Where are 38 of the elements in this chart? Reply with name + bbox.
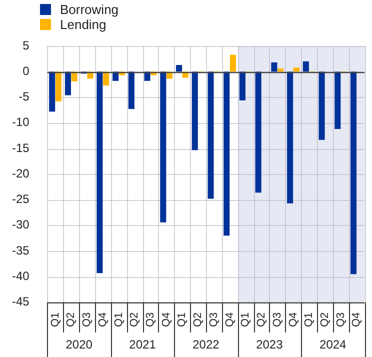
x-tick-label: Q3	[81, 312, 94, 328]
x-tick-label: Q2	[65, 312, 78, 328]
text: 2020	[66, 338, 93, 352]
x-tick-label: Q3	[271, 312, 284, 328]
y-tick-label: -45	[12, 294, 30, 309]
y-tick-label: -30	[12, 218, 30, 232]
text: 2022	[192, 338, 220, 352]
x-tick-label: Q4	[96, 312, 109, 328]
x-tick-label: Q3	[144, 312, 156, 328]
x-tick-label: Q4	[224, 312, 236, 328]
x-tick-label: Q1	[176, 312, 188, 328]
x-tick-label: Q2	[128, 312, 141, 328]
x-tick-label: Q1	[112, 312, 125, 328]
x-tick-label: Q1	[49, 312, 62, 328]
x-tick-label: Q3	[208, 312, 220, 328]
x-tick-label: Q1	[240, 312, 252, 328]
x-tick-label: Q1	[303, 312, 316, 328]
x-tick-label: Q2	[318, 312, 331, 328]
x-tick-label: Q3	[334, 312, 347, 328]
text: 2023	[256, 338, 284, 352]
text: 2021	[129, 338, 156, 352]
legend-label: Lending	[60, 17, 106, 32]
x-tick-label: Q2	[256, 312, 268, 328]
legend-label: Borrowing	[60, 2, 119, 17]
y-tick-label: -40	[12, 269, 30, 284]
y-tick-label: -35	[12, 243, 30, 258]
text: 2024	[320, 338, 347, 352]
x-tick-label: Q4	[160, 312, 172, 328]
y-tick-label: -25	[12, 192, 30, 206]
y-tick-label: -10	[12, 115, 30, 130]
x-tick-label: Q2	[192, 312, 204, 328]
y-tick-label: -20	[12, 166, 30, 180]
x-tick-label: Q4	[287, 312, 300, 328]
y-tick-label: 0	[22, 64, 30, 78]
x-tick-label: Q4	[350, 312, 363, 328]
y-tick-label: -5	[18, 90, 30, 104]
y-tick-label: 5	[22, 38, 30, 52]
y-tick-label: -15	[12, 140, 30, 155]
